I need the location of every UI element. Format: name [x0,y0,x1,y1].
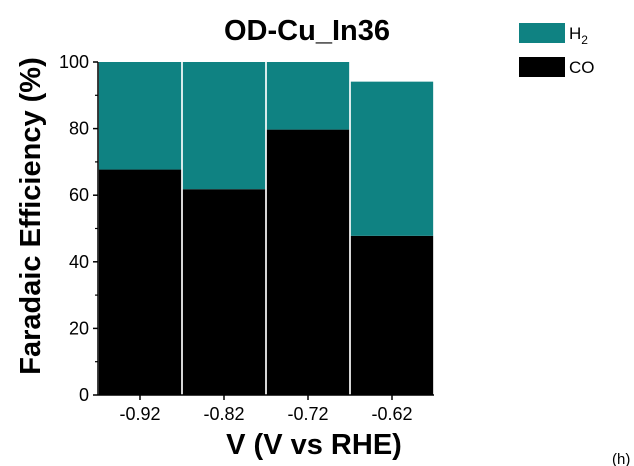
bar-h2-2 [266,62,350,130]
bar-co-1 [182,189,266,395]
legend-swatch-co [519,57,565,77]
x-tick-label: -0.72 [287,404,328,424]
y-tick-label: 0 [79,385,89,405]
chart-title: OD-Cu_In36 [224,15,390,47]
x-tick-label: -0.82 [203,404,244,424]
legend-swatch-h2 [519,23,565,43]
x-tick-label: -0.62 [371,404,412,424]
x-axis-label: V (V vs RHE) [226,429,402,461]
bars-group [98,62,434,395]
y-tick-label: 80 [69,119,89,139]
axes-group: 0 20 40 60 80 100 -0.92 -0.82 -0.72 -0.62 [59,52,434,424]
y-tick-label: 60 [69,185,89,205]
legend-label-h2: H2 [569,24,588,47]
corner-label: (h) [612,451,630,466]
y-axis-label: Faradaic Efficiency (%) [15,57,47,375]
bar-co-3 [350,235,434,395]
y-tick-label: 40 [69,252,89,272]
x-tick-label: -0.92 [119,404,160,424]
bar-h2-3 [350,81,434,236]
bar-h2-1 [182,62,266,190]
y-tick-label: 100 [59,52,89,72]
legend: H2 CO [519,23,595,77]
y-tick-label: 20 [69,318,89,338]
legend-label-co: CO [569,58,595,77]
bar-co-2 [266,129,350,395]
bar-co-0 [98,169,182,395]
bar-h2-0 [98,62,182,170]
